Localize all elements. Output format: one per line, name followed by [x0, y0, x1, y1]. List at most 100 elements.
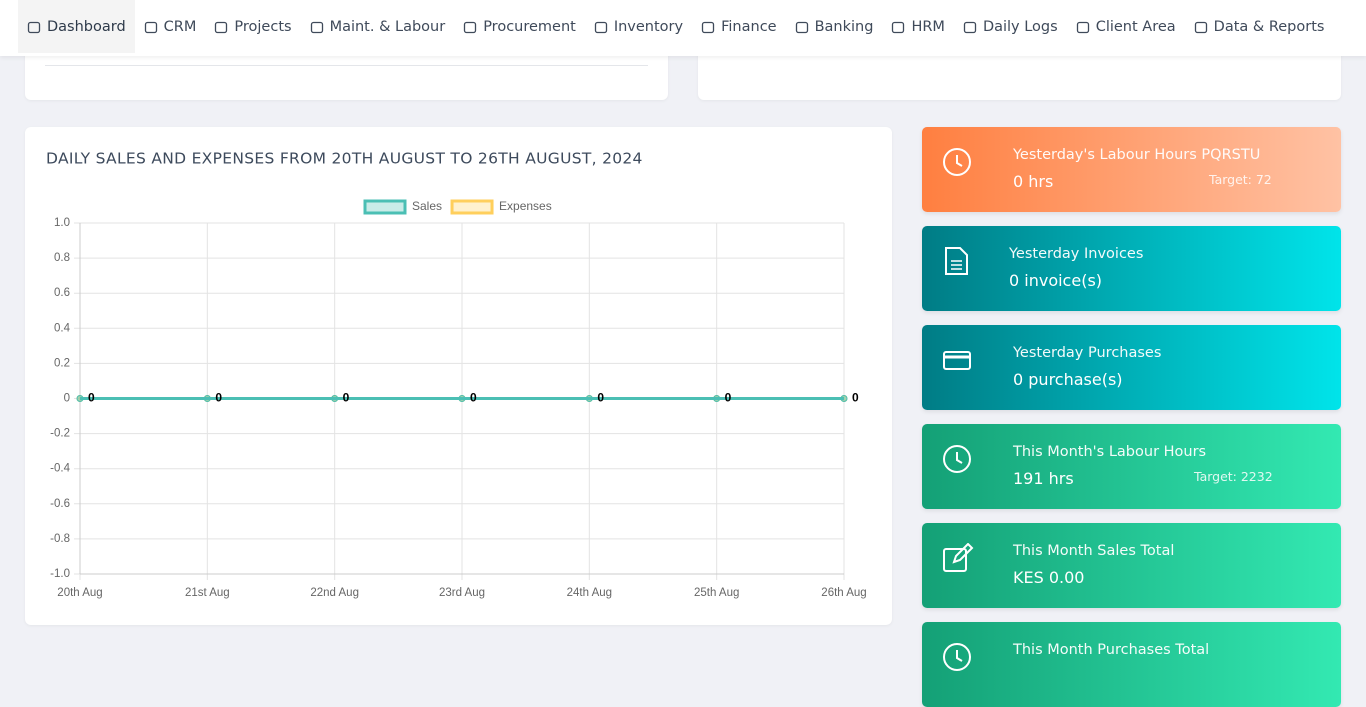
- nav-label: Banking: [814, 18, 874, 35]
- legend-swatch: [363, 199, 407, 215]
- nav-item[interactable]: Procurement: [454, 0, 585, 53]
- nav-label: Maint. & Labour: [329, 18, 446, 35]
- card-value: 0 hrs: [1013, 172, 1054, 191]
- point: [585, 395, 593, 402]
- x-tick-label: 21st Aug: [185, 587, 230, 599]
- card-value: 191 hrs: [1013, 469, 1074, 488]
- nav-item[interactable]: Projects: [205, 0, 300, 53]
- nav-item[interactable]: Daily Logs: [954, 0, 1067, 53]
- card-target: Target: 2232: [1194, 469, 1273, 484]
- nav-icon: [1194, 21, 1207, 33]
- stat-card: This Month's Labour Hours 191 hrs Target: …: [922, 424, 1341, 509]
- nav-label: Inventory: [613, 18, 684, 35]
- divider: [45, 65, 648, 66]
- nav-item[interactable]: Dashboard: [18, 0, 135, 53]
- y-tick-label: -0.8: [50, 533, 70, 545]
- nav-label: Dashboard: [47, 18, 126, 35]
- legend-label: Sales: [412, 199, 442, 213]
- stat-icon: [943, 543, 974, 572]
- x-tick-label: 20th Aug: [57, 587, 102, 599]
- card-value: 0 purchase(s): [1013, 370, 1123, 389]
- x-tick-label: 23rd Aug: [439, 587, 485, 599]
- nav-item[interactable]: CRM: [135, 0, 206, 53]
- chart: DAILY SALES AND EXPENSES FROM 20TH AUGUS…: [46, 150, 867, 600]
- nav-item[interactable]: Data & Reports: [1185, 0, 1334, 53]
- nav-icon: [963, 21, 977, 33]
- card-title: Yesterday Purchases: [1013, 345, 1162, 361]
- stat-icon: [943, 148, 971, 176]
- stat-card: Yesterday Purchases 0 purchase(s): [922, 325, 1341, 410]
- card-title: Yesterday Invoices: [1009, 246, 1144, 262]
- point: [76, 395, 84, 402]
- data-label: 0: [725, 391, 732, 405]
- nav-label: Procurement: [483, 18, 576, 35]
- y-tick-label: 1.0: [54, 217, 70, 229]
- card-value: 0 invoice(s): [1009, 271, 1103, 290]
- nav-label: HRM: [911, 18, 945, 35]
- nav-icon: [701, 21, 715, 33]
- y-tick-label: 0.8: [54, 252, 70, 264]
- y-tick-label: 0.4: [54, 322, 71, 334]
- nav-item[interactable]: Client Area: [1067, 0, 1185, 53]
- card-title: This Month's Labour Hours: [1013, 444, 1207, 460]
- stat-card: This Month Sales Total KES 0.00: [922, 523, 1341, 608]
- y-tick-label: -1.0: [50, 568, 70, 580]
- nav-item[interactable]: Maint. & Labour: [301, 0, 455, 53]
- y-tick-label: 0: [64, 393, 70, 405]
- nav-icon: [144, 21, 157, 33]
- nav-label: Client Area: [1095, 18, 1176, 35]
- card-title: This Month Sales Total: [1013, 543, 1175, 559]
- nav-icon: [594, 21, 607, 33]
- nav-icon: [1076, 21, 1089, 33]
- nav-label: Data & Reports: [1213, 18, 1325, 35]
- chart-title: DAILY SALES AND EXPENSES FROM 20TH AUGUS…: [46, 150, 643, 168]
- chart-card: DAILY SALES AND EXPENSES FROM 20TH AUGUS…: [25, 127, 892, 625]
- nav-icon: [795, 21, 808, 33]
- nav-icon: [215, 21, 228, 33]
- stat-icon: [945, 247, 968, 275]
- data-label: 0: [215, 391, 222, 405]
- nav-label: CRM: [163, 18, 197, 35]
- nav-label: Projects: [234, 18, 292, 35]
- card-target: Target: 72: [1209, 172, 1272, 187]
- y-tick-label: 0.2: [54, 357, 70, 369]
- nav-icon: [310, 21, 323, 33]
- nav-item[interactable]: Finance: [692, 0, 785, 53]
- data-label: 0: [852, 391, 859, 405]
- stat-card: Yesterday's Labour Hours PQRSTU 0 hrs Targ…: [922, 127, 1341, 212]
- stat-card: This Month Purchases Total: [922, 622, 1341, 707]
- nav-icon: [892, 21, 905, 33]
- card-value: KES 0.00: [1013, 568, 1085, 587]
- nav-icon: [27, 21, 41, 33]
- point: [840, 395, 848, 402]
- point: [331, 395, 339, 402]
- point: [458, 395, 466, 402]
- data-label: 0: [597, 391, 604, 405]
- x-tick-label: 25th Aug: [694, 587, 739, 599]
- y-tick-label: 0.6: [54, 287, 70, 299]
- data-label: 0: [88, 391, 95, 405]
- card-title: This Month Purchases Total: [1013, 642, 1210, 658]
- nav-item[interactable]: Inventory: [585, 0, 692, 53]
- y-tick-label: -0.4: [50, 463, 70, 475]
- nav-item[interactable]: Banking: [786, 0, 883, 53]
- y-tick-label: -0.6: [50, 498, 70, 510]
- data-label: 0: [470, 391, 477, 405]
- x-tick-label: 26th Aug: [821, 587, 866, 599]
- nav-item[interactable]: HRM: [882, 0, 954, 53]
- x-tick-label: 24th Aug: [567, 587, 612, 599]
- top-nav: Dashboard CRM Projects Maint. & Labour Procu…: [0, 0, 1366, 56]
- stat-icon: [943, 351, 971, 370]
- y-tick-label: -0.2: [50, 428, 70, 440]
- x-tick-label: 22nd Aug: [310, 587, 359, 599]
- point: [203, 395, 211, 402]
- point: [713, 395, 721, 402]
- nav-icon: [464, 21, 477, 33]
- stat-card: Yesterday Invoices 0 invoice(s): [922, 226, 1341, 311]
- stat-icon: [943, 643, 971, 671]
- card-title: Yesterday's Labour Hours PQRSTU: [1013, 147, 1261, 163]
- nav-label: Daily Logs: [982, 18, 1058, 35]
- nav-label: Finance: [721, 18, 777, 35]
- stat-icon: [943, 445, 971, 473]
